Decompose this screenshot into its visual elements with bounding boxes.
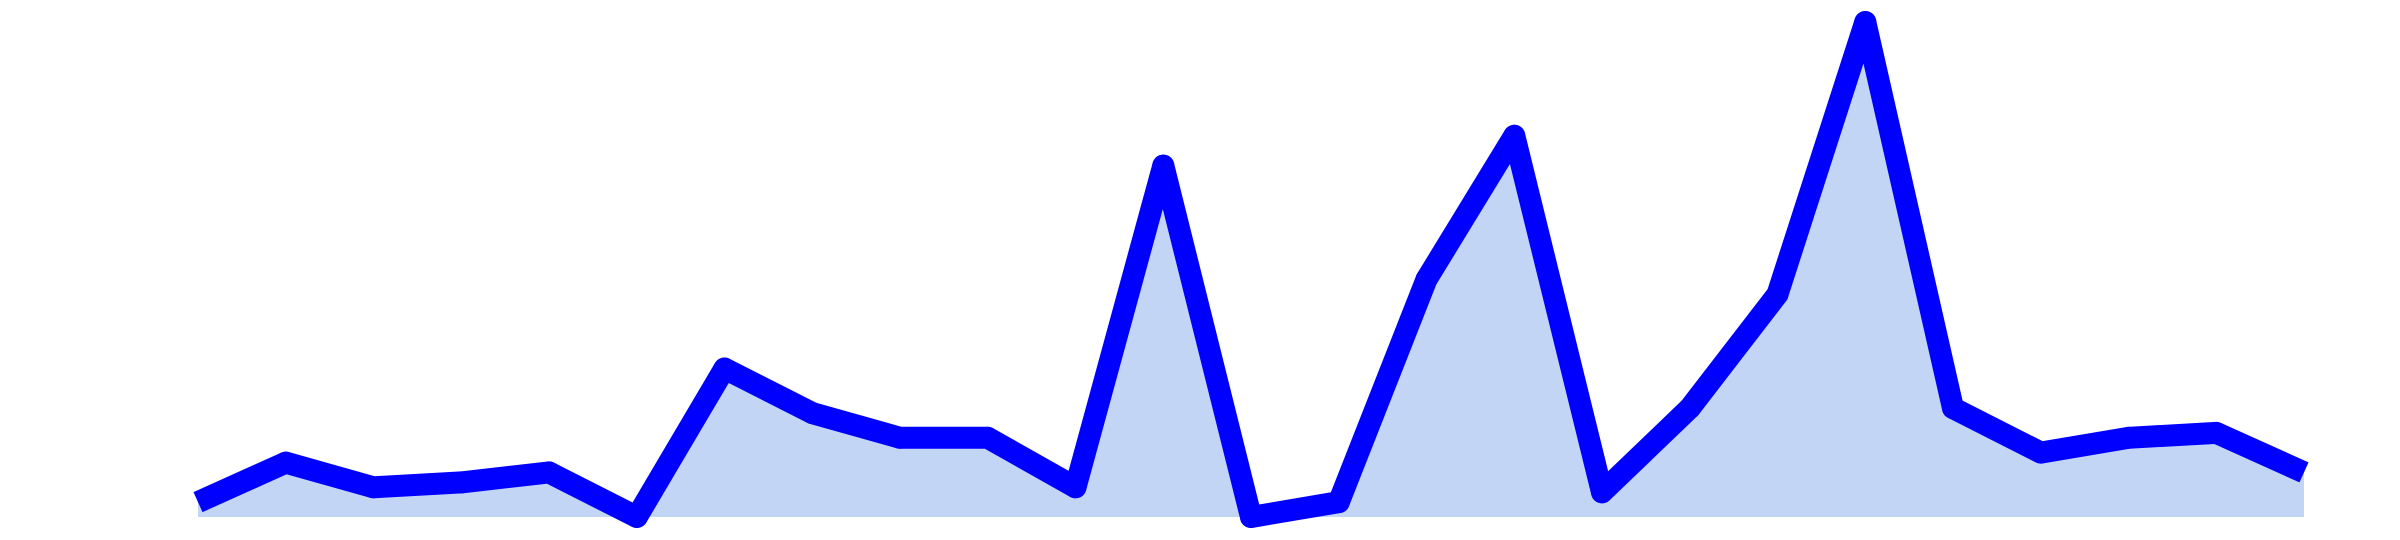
data-point bbox=[1678, 397, 1701, 420]
data-point bbox=[1766, 283, 1789, 306]
data-point bbox=[362, 476, 385, 499]
data-point bbox=[625, 506, 648, 528]
data-point bbox=[713, 357, 736, 380]
data-point bbox=[1152, 154, 1175, 177]
data-point bbox=[801, 402, 824, 425]
data-point bbox=[976, 426, 999, 449]
data-point bbox=[1240, 506, 1262, 528]
data-point bbox=[1327, 491, 1350, 514]
data-point bbox=[1415, 268, 1438, 291]
data-point bbox=[450, 471, 473, 494]
series-area-fill bbox=[198, 22, 2304, 517]
data-point bbox=[889, 426, 911, 449]
data-point bbox=[1854, 11, 1877, 33]
series-line-layer bbox=[193, 11, 2309, 528]
data-point bbox=[1591, 481, 1613, 504]
data-point bbox=[2029, 441, 2052, 464]
data-point bbox=[274, 451, 297, 474]
area-fill-layer bbox=[198, 22, 2304, 517]
data-point bbox=[1942, 397, 1964, 420]
data-point bbox=[2117, 426, 2140, 449]
data-point bbox=[1503, 124, 1526, 147]
data-point bbox=[538, 461, 560, 484]
data-point bbox=[2205, 421, 2228, 444]
data-point bbox=[1064, 476, 1087, 499]
